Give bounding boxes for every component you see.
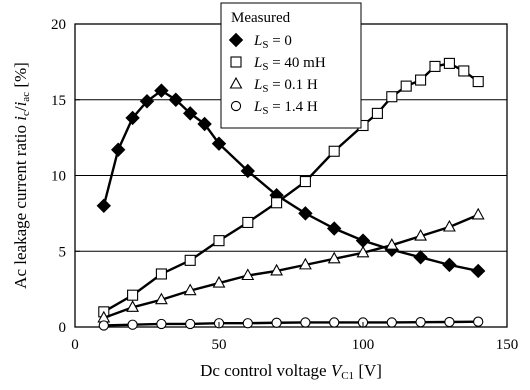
data-point-0-4	[154, 83, 169, 98]
data-point-1-6	[271, 197, 283, 209]
data-point-2-13	[471, 207, 485, 220]
data-point-0-6	[182, 106, 198, 121]
data-point-3-11	[415, 317, 426, 328]
x-tick-label-50: 50	[212, 337, 227, 353]
y-tick-label-5: 5	[59, 244, 67, 260]
data-point-0-3	[139, 94, 155, 109]
y-tick-label-0: 0	[59, 320, 67, 336]
data-point-3-0	[98, 320, 109, 331]
legend-label-3: LS = 1.4 H	[253, 99, 318, 117]
data-point-3-7	[300, 317, 311, 328]
data-point-1-4	[213, 235, 225, 247]
legend: Measured LS = 0 LS = 40 mH LS = 0.1 H LS = …	[220, 2, 362, 129]
data-point-1-11	[386, 91, 398, 103]
legend-title: Measured	[231, 10, 291, 26]
data-point-2-10	[385, 238, 399, 250]
data-point-0-7	[197, 116, 212, 132]
data-point-0-8	[211, 136, 227, 151]
data-point-2-1	[126, 300, 140, 312]
y-tick-label-20: 20	[51, 17, 66, 33]
data-point-2-2	[154, 292, 168, 305]
series-0	[96, 83, 486, 279]
data-point-3-10	[386, 317, 397, 328]
data-point-1-14	[429, 60, 441, 72]
data-point-3-13	[473, 316, 484, 327]
x-tick-label-0: 0	[71, 337, 79, 353]
legend-label-0: LS = 0	[253, 33, 292, 51]
y-axis-label: Ac leakage current ratio ic/iac [%]	[11, 62, 32, 289]
data-point-0-15	[413, 250, 428, 265]
data-point-3-1	[127, 319, 138, 330]
x-tick-label-150: 150	[496, 337, 519, 353]
legend-label-1: LS = 40 mH	[253, 55, 326, 73]
data-point-3-5	[242, 318, 253, 329]
data-point-2-7	[298, 257, 312, 270]
data-point-2-5	[241, 268, 255, 281]
data-point-2-12	[442, 219, 456, 232]
data-point-0-11	[298, 206, 313, 221]
data-point-1-12	[400, 80, 412, 92]
data-point-2-3	[183, 283, 197, 296]
data-point-3-6	[271, 317, 282, 328]
data-point-2-4	[212, 275, 226, 288]
series-line-2	[103, 213, 479, 320]
data-point-3-2	[156, 318, 167, 330]
data-point-2-11	[414, 228, 428, 241]
data-point-3-12	[444, 316, 455, 328]
data-point-2-9	[356, 245, 370, 258]
data-point-1-5	[242, 216, 254, 229]
data-point-0-2	[125, 110, 140, 126]
series-3	[98, 316, 484, 331]
series-1	[98, 57, 484, 318]
data-point-1-16	[458, 65, 470, 77]
legend-label-2: LS = 0.1 H	[253, 77, 318, 95]
x-axis-label: Dc control voltage VC1 [V]	[200, 361, 382, 382]
axis-ticks: 0 50 100 150 0 5 10 15 20	[51, 17, 518, 353]
data-point-0-13	[355, 233, 371, 248]
data-point-1-8	[328, 145, 340, 157]
legend-marker-1	[230, 56, 242, 68]
data-point-0-5	[168, 92, 184, 107]
legend-marker-2	[229, 76, 243, 89]
data-point-1-10	[371, 107, 383, 119]
series-2	[97, 207, 485, 323]
data-point-2-8	[327, 251, 341, 264]
data-point-0-0	[96, 198, 112, 214]
data-point-1-1	[127, 289, 139, 301]
y-tick-label-10: 10	[51, 169, 66, 185]
series-layer	[96, 57, 486, 331]
data-point-1-15	[443, 57, 455, 69]
data-point-1-3	[184, 254, 196, 266]
data-point-2-6	[270, 263, 284, 276]
legend-marker-0	[228, 32, 244, 48]
legend-box	[220, 2, 362, 129]
legend-marker-3	[230, 100, 242, 112]
data-point-0-16	[442, 257, 457, 273]
data-point-3-3	[185, 318, 196, 330]
data-point-3-8	[329, 317, 340, 328]
x-tick-label-100: 100	[352, 337, 375, 353]
data-point-0-9	[240, 163, 256, 179]
data-point-0-12	[326, 221, 342, 236]
data-point-1-13	[415, 74, 427, 86]
data-point-0-1	[110, 142, 126, 157]
data-point-0-17	[470, 263, 486, 279]
data-point-1-17	[472, 76, 484, 88]
data-point-1-2	[155, 268, 167, 280]
y-tick-label-15: 15	[51, 93, 66, 109]
data-point-1-7	[299, 176, 311, 188]
